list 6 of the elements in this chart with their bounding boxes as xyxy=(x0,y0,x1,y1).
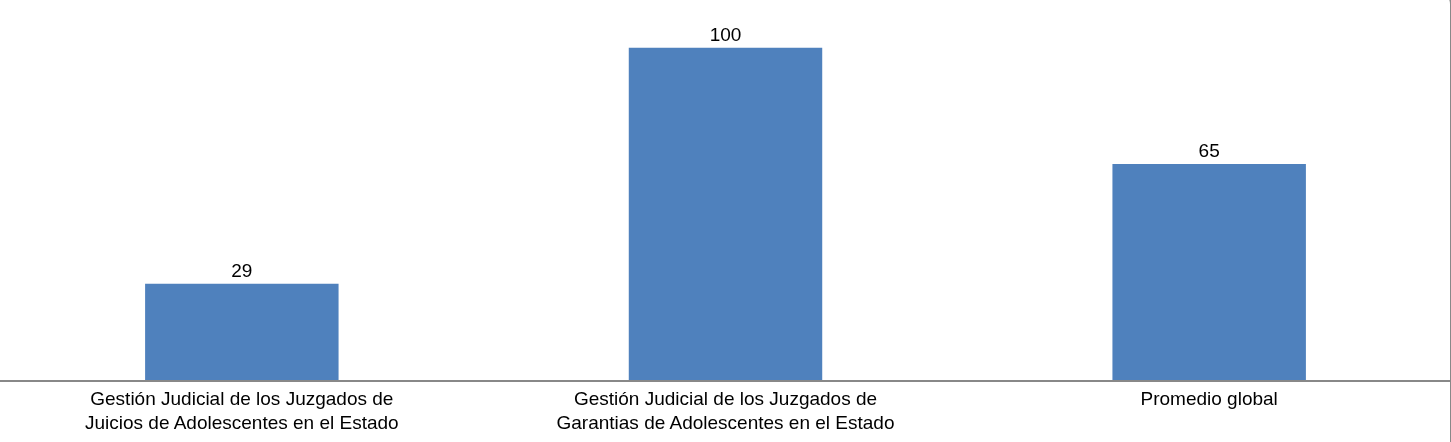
data-label: 100 xyxy=(709,23,742,45)
x-tick-label: Promedio global xyxy=(1140,387,1278,409)
x-tick-label: Gestión Judicial de los Juzgados de Juicios de Adolescentes en el Estado xyxy=(84,387,399,434)
data-label: 65 xyxy=(1198,140,1220,162)
data-label: 29 xyxy=(231,259,253,281)
x-tick-label: Gestión Judicial de los Juzgados de Garantias de Adolescentes en el Estado xyxy=(556,387,895,434)
